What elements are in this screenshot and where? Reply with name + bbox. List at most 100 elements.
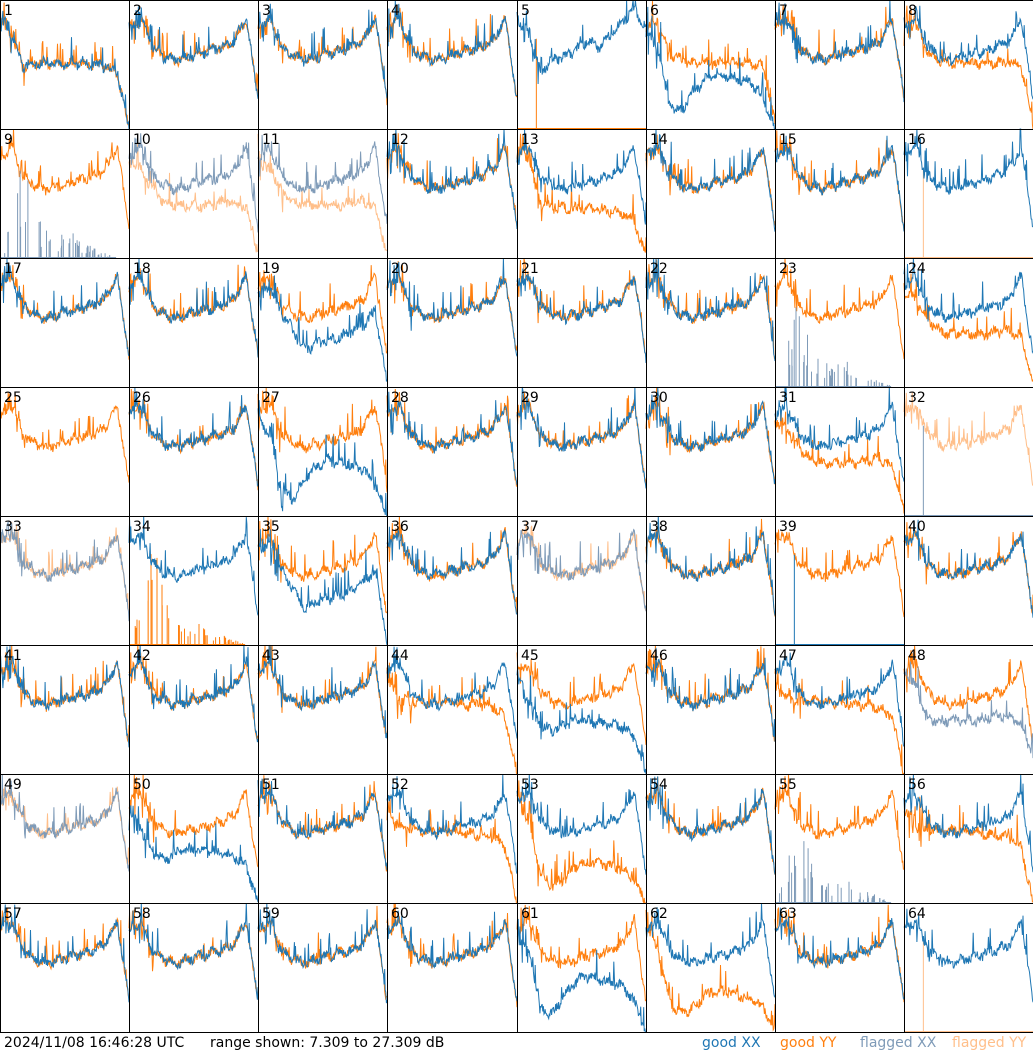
panel-label: 21 [521, 261, 539, 277]
panel-border [129, 129, 259, 259]
panel-9: 9 [0, 128, 130, 259]
panel-49: 49 [0, 773, 130, 904]
panel-38: 38 [645, 515, 776, 646]
panel-border [0, 387, 130, 517]
trace-good-xx [386, 391, 518, 485]
trace-good-xx [0, 257, 130, 357]
panel-2: 2 [128, 0, 259, 130]
trace-good-xx [516, 386, 647, 489]
panel-label: 58 [133, 906, 151, 922]
panel-label: 13 [521, 132, 539, 148]
trace-good-xx [257, 645, 388, 739]
panel-36: 36 [386, 516, 518, 646]
trace-good-xx [128, 387, 259, 488]
panel-56: 56 [903, 773, 1033, 904]
panel-label: 57 [4, 906, 22, 922]
panel-45: 45 [516, 645, 647, 775]
panel-border [517, 774, 647, 904]
panel-31: 31 [774, 386, 905, 517]
trace-good-yy [903, 5, 1033, 130]
trace-good-xx [516, 774, 647, 875]
trace-flagged-yy [904, 167, 1033, 258]
trace-good-yy [386, 6, 518, 98]
panel-border [258, 903, 388, 1033]
panel-23: 23 [774, 257, 905, 388]
panel-border [517, 516, 647, 646]
panel-62: 62 [645, 902, 776, 1033]
panel-58: 58 [128, 902, 259, 1033]
range-text: range shown: 7.309 to 27.309 dB [210, 1035, 445, 1051]
panel-label: 26 [133, 390, 151, 406]
trace-good-xx [645, 902, 776, 998]
trace-good-xx [774, 907, 905, 1000]
panel-26: 26 [128, 387, 259, 517]
panel-37: 37 [516, 516, 647, 646]
panel-label: 34 [133, 519, 151, 535]
trace-good-xx [645, 386, 776, 485]
panel-label: 51 [262, 777, 280, 793]
panel-label: 38 [650, 519, 668, 535]
panel-label: 35 [262, 519, 280, 535]
panel-border [387, 0, 518, 130]
panel-25: 25 [0, 387, 130, 517]
trace-good-xx [128, 515, 259, 616]
trace-good-xx [257, 275, 388, 382]
trace-good-xx [774, 386, 905, 482]
trace-flagged-xx [0, 773, 130, 872]
panel-border [0, 258, 130, 388]
trace-flagged-xx [257, 134, 388, 224]
trace-good-xx [257, 902, 388, 1004]
trace-flagged-xx [903, 661, 1033, 759]
panel-border [129, 516, 259, 646]
panel-12: 12 [386, 128, 518, 259]
trace-flagged-xx [0, 170, 117, 258]
panel-label: 3 [262, 3, 271, 19]
trace-good-xx [645, 647, 776, 742]
trace-good-xx [386, 646, 518, 739]
panel-label: 36 [391, 519, 409, 535]
trace-good-yy [129, 554, 246, 645]
trace-good-xx [386, 774, 518, 874]
panel-50: 50 [128, 773, 259, 904]
panel-label: 31 [779, 390, 797, 406]
trace-good-xx [903, 773, 1033, 873]
panel-33: 33 [0, 516, 130, 646]
trace-good-xx [128, 805, 259, 903]
panel-54: 54 [645, 774, 776, 904]
trace-good-yy [386, 662, 518, 775]
trace-good-xx [516, 268, 647, 364]
panel-border [775, 903, 905, 1033]
panel-61: 61 [516, 903, 647, 1033]
panel-label: 27 [262, 390, 280, 406]
trace-good-xx [903, 519, 1033, 618]
trace-good-xx [774, 0, 905, 103]
trace-good-yy [386, 902, 518, 1008]
panel-border [258, 387, 388, 517]
trace-good-xx [257, 778, 388, 871]
trace-flagged-xx [904, 425, 1033, 516]
panel-border [517, 258, 647, 388]
trace-good-xx [128, 6, 259, 99]
trace-good-yy [903, 522, 1033, 614]
panel-border [387, 516, 518, 646]
panel-border [646, 645, 776, 775]
panel-1: 1 [0, 0, 130, 130]
panel-label: 44 [391, 648, 409, 664]
panel-label: 54 [650, 777, 668, 793]
trace-good-xx [386, 526, 518, 615]
panel-border [775, 387, 905, 517]
panel-3: 3 [257, 0, 388, 130]
trace-good-xx [645, 6, 775, 130]
trace-flagged-xx [775, 307, 892, 387]
panel-13: 13 [516, 129, 647, 259]
trace-good-yy [257, 386, 388, 493]
panel-label: 62 [650, 906, 668, 922]
legend-flagged-xx: flagged XX [860, 1035, 937, 1051]
panel-27: 27 [257, 386, 388, 517]
panel-label: 45 [521, 648, 539, 664]
timestamp: 2024/11/08 16:46:28 UTC [4, 1035, 185, 1051]
trace-good-yy [645, 134, 776, 226]
panel-border [387, 903, 518, 1033]
panel-border [517, 129, 647, 259]
